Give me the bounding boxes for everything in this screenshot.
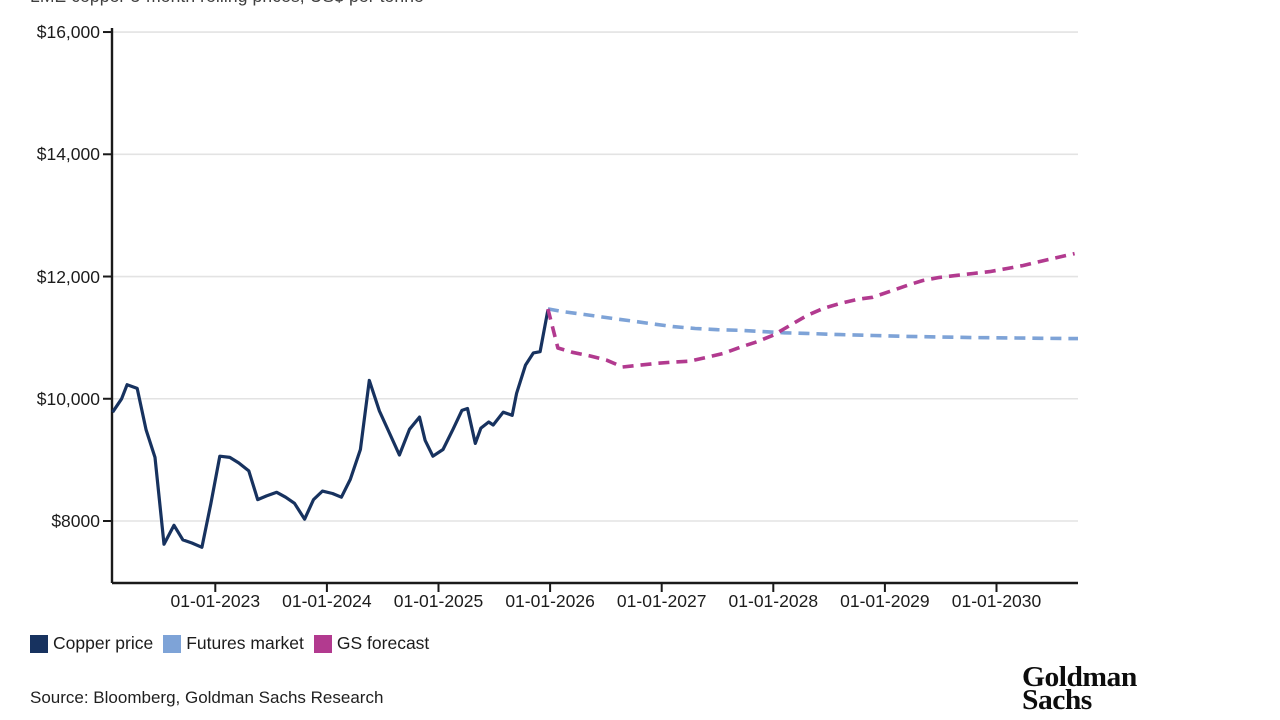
legend-item-copper-price: Copper price bbox=[30, 633, 153, 654]
legend-item-gs-forecast: GS forecast bbox=[313, 633, 430, 654]
x-axis-tick-label: 01-01-2027 bbox=[616, 591, 707, 611]
chart-title: LME copper 3-month rolling prices, US$ p… bbox=[30, 0, 424, 7]
x-axis-tick-label: 01-01-2029 bbox=[840, 591, 930, 611]
y-axis-tick-label: $14,000 bbox=[36, 144, 100, 165]
legend-swatch-icon bbox=[313, 634, 332, 653]
gs-forecast-line bbox=[546, 251, 1075, 369]
y-axis-tick-label: $10,000 bbox=[36, 388, 100, 409]
x-axis-tick-label: 01-01-2024 bbox=[282, 591, 372, 611]
legend-label: Copper price bbox=[53, 633, 154, 653]
x-axis-tick-label: 01-01-2025 bbox=[393, 591, 484, 611]
x-axis-tick-label: 01-01-2030 bbox=[951, 591, 1042, 611]
legend-swatch-icon bbox=[163, 634, 182, 653]
y-axis-tick-label: $16,000 bbox=[36, 22, 100, 43]
legend-item-futures-market: Futures market bbox=[163, 633, 304, 654]
legend-swatch-icon bbox=[30, 634, 48, 653]
legend-label: GS forecast bbox=[336, 633, 430, 653]
futures-market-line bbox=[547, 307, 1079, 341]
y-axis-tick-label: $8000 bbox=[51, 511, 100, 531]
y-axis-tick-label: $12,000 bbox=[36, 266, 100, 287]
logo-line-sachs: Sachs bbox=[1022, 684, 1092, 716]
logo-line-goldman: Goldman bbox=[1022, 661, 1137, 693]
chart-legend: Copper price Futures market GS forecast bbox=[30, 633, 429, 654]
x-axis-tick-label: 01-01-2028 bbox=[728, 591, 819, 611]
x-axis-tick-label: 01-01-2026 bbox=[505, 591, 595, 611]
copper-price-line bbox=[111, 309, 550, 549]
goldman-sachs-logo: Goldman Sachs bbox=[1022, 661, 1137, 716]
x-axis-tick-label: 01-01-2023 bbox=[170, 591, 261, 611]
source-attribution: Source: Bloomberg, Goldman Sachs Researc… bbox=[30, 688, 384, 707]
legend-label: Futures market bbox=[186, 633, 304, 653]
